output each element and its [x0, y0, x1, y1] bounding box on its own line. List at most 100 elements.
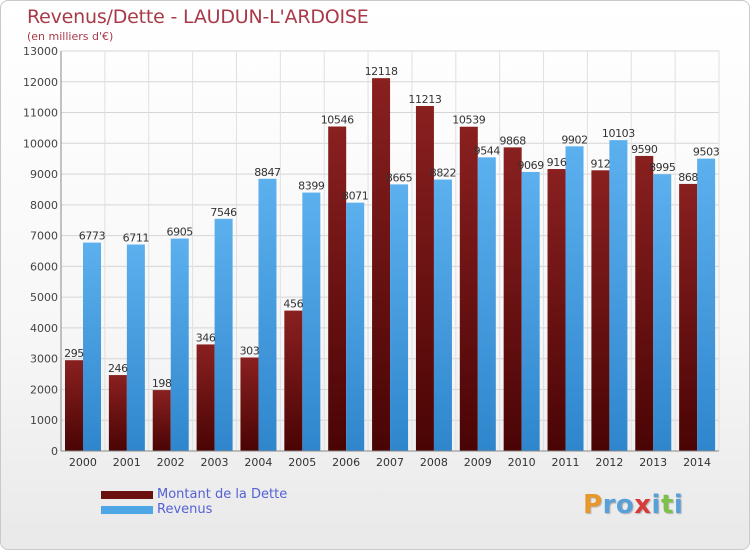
data-label-dette: 12118 — [365, 65, 398, 78]
data-label-revenus: 6711 — [123, 232, 149, 245]
logo-letter: r — [602, 490, 616, 520]
bar-revenus — [302, 192, 321, 452]
bar-revenus — [214, 218, 233, 451]
chart-title: Revenus/Dette - LAUDUN-L'ARDOISE — [27, 6, 369, 28]
bar-revenus — [609, 140, 628, 451]
data-label-revenus: 8399 — [298, 180, 325, 193]
data-label-revenus: 9902 — [561, 133, 587, 146]
bar-dette — [328, 126, 347, 451]
y-tick-label: 4000 — [30, 322, 58, 335]
y-tick-label: 12000 — [23, 76, 58, 89]
bar-dette — [240, 357, 259, 451]
data-label-dette: 303 — [240, 344, 260, 357]
y-tick-label: 1000 — [30, 414, 58, 427]
logo-letter: o — [615, 490, 635, 520]
logo-letter: i — [673, 490, 684, 520]
bar-revenus — [653, 174, 672, 451]
x-tick-label: 2004 — [244, 456, 272, 469]
bar-revenus — [433, 179, 452, 452]
y-tick-label: 2000 — [30, 383, 58, 396]
data-label-dette: 912 — [591, 157, 611, 170]
data-label-revenus: 8071 — [342, 190, 368, 203]
x-tick-label: 2008 — [420, 456, 448, 469]
data-label-revenus: 8995 — [649, 161, 676, 174]
proxiti-logo: Proxiti — [583, 490, 683, 520]
x-tick-label: 2012 — [595, 456, 623, 469]
bar-dette — [503, 147, 522, 451]
bar-revenus — [126, 244, 145, 451]
bar-dette — [65, 360, 83, 451]
x-tick-label: 2010 — [508, 456, 536, 469]
y-tick-label: 3000 — [30, 353, 58, 366]
data-label-dette: 9868 — [499, 134, 526, 147]
x-tick-label: 2013 — [639, 456, 667, 469]
data-label-dette: 10546 — [321, 114, 354, 127]
y-tick-label: 13000 — [23, 45, 58, 58]
data-label-revenus: 8847 — [254, 166, 281, 179]
y-tick-label: 5000 — [30, 291, 58, 304]
bar-dette — [152, 390, 171, 451]
legend-label-revenus: Revenus — [157, 502, 213, 517]
data-label-dette: 456 — [283, 298, 303, 311]
y-tick-label: 11000 — [23, 107, 58, 120]
x-tick-label: 2000 — [69, 456, 97, 469]
legend-swatch-revenus — [101, 506, 153, 514]
x-tick-label: 2011 — [551, 456, 579, 469]
bar-revenus — [697, 158, 716, 451]
data-label-revenus: 8665 — [386, 171, 413, 184]
data-label-dette: 198 — [152, 377, 172, 390]
bar-revenus — [346, 202, 365, 451]
x-tick-label: 2006 — [332, 456, 360, 469]
bar-revenus — [258, 178, 277, 452]
legend-swatch-dette — [101, 491, 153, 499]
y-tick-label: 9000 — [30, 168, 58, 181]
y-tick-label: 10000 — [23, 137, 58, 150]
bar-revenus — [565, 146, 584, 452]
bar-dette — [635, 155, 654, 451]
data-label-revenus: 6905 — [167, 226, 194, 239]
data-label-dette: 868 — [678, 171, 698, 184]
data-label-dette: 916 — [547, 156, 567, 169]
bar-dette — [196, 344, 215, 451]
x-tick-label: 2014 — [683, 456, 711, 469]
data-label-dette: 9590 — [631, 143, 658, 156]
legend-label-dette: Montant de la Dette — [157, 487, 288, 502]
x-tick-label: 2002 — [157, 456, 185, 469]
y-tick-label: 6000 — [30, 260, 58, 273]
bar-revenus — [521, 171, 540, 451]
data-label-dette: 246 — [108, 362, 128, 375]
data-label-revenus: 6773 — [79, 230, 106, 243]
bar-revenus — [170, 238, 189, 451]
bar-dette — [415, 105, 434, 451]
data-label-revenus: 9544 — [474, 144, 501, 157]
logo-letter: P — [583, 490, 603, 520]
bar-dette — [108, 375, 127, 451]
data-label-revenus: 8822 — [430, 167, 456, 180]
data-label-revenus: 9069 — [517, 159, 544, 172]
data-label-dette: 10539 — [452, 114, 485, 127]
x-tick-label: 2009 — [464, 456, 492, 469]
x-tick-label: 2001 — [113, 456, 141, 469]
data-label-dette: 11213 — [408, 93, 441, 106]
data-label-revenus: 7546 — [210, 206, 237, 219]
y-tick-label: 8000 — [30, 199, 58, 212]
data-label-dette: 295 — [64, 347, 84, 360]
bar-revenus — [477, 157, 496, 452]
data-label-revenus: 9503 — [693, 146, 720, 159]
bar-dette — [591, 170, 610, 452]
data-label-revenus: 10103 — [602, 127, 635, 140]
bar-revenus — [83, 242, 101, 451]
bar-dette — [679, 183, 698, 451]
bar-dette — [547, 169, 566, 451]
x-tick-label: 2005 — [288, 456, 316, 469]
bar-dette — [372, 78, 391, 451]
logo-letter: i — [651, 490, 661, 520]
x-tick-label: 2003 — [201, 456, 229, 469]
bar-dette — [284, 310, 303, 451]
logo-letter: x — [634, 490, 652, 520]
chart-subtitle: (en milliers d'€) — [27, 30, 114, 43]
x-tick-label: 2007 — [376, 456, 404, 469]
bar-revenus — [390, 184, 409, 451]
